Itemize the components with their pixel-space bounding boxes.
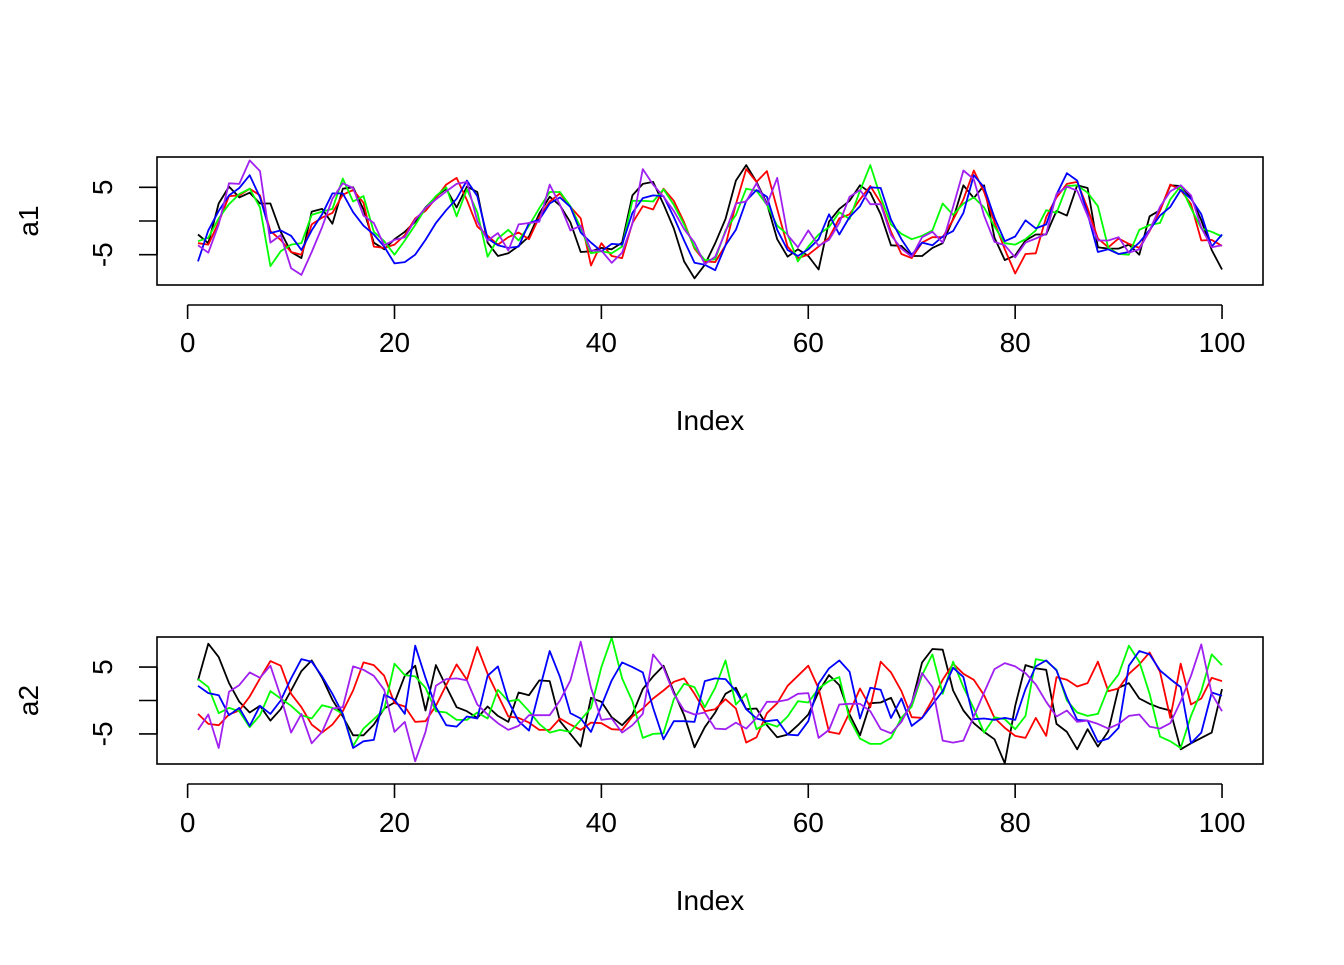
plot-frame [156, 156, 1264, 286]
y-tick-label: 5 [87, 180, 118, 196]
x-tick-label: 80 [1000, 327, 1031, 358]
y-tick-label: -5 [87, 242, 118, 267]
series-line-5 [197, 640, 1223, 763]
y-axis: -5 5 [87, 659, 158, 746]
x-tick-label: 20 [379, 807, 410, 838]
y-axis-label: a2 [13, 685, 44, 716]
x-axis: 0 20 40 60 80 100 [180, 783, 1246, 838]
series-line-4 [197, 644, 1223, 749]
panel-a2: 0 20 40 60 80 100 Index -5 5 a2 [13, 636, 1264, 916]
x-tick-label: 80 [1000, 807, 1031, 838]
x-axis: 0 20 40 60 80 100 [180, 304, 1246, 358]
x-tick-label: 0 [180, 327, 196, 358]
x-tick-label: 40 [586, 327, 617, 358]
x-tick-label: 60 [793, 807, 824, 838]
series-line-2 [197, 646, 1223, 744]
y-tick-label: 5 [87, 659, 118, 675]
x-tick-label: 100 [1199, 327, 1246, 358]
series-line-3 [197, 164, 1223, 268]
y-tick-label: -5 [87, 721, 118, 746]
x-tick-label: 60 [793, 327, 824, 358]
x-axis-label: Index [676, 885, 745, 916]
x-tick-label: 40 [586, 807, 617, 838]
series-line-4 [197, 172, 1223, 272]
x-tick-label: 100 [1199, 807, 1246, 838]
x-tick-label: 0 [180, 807, 196, 838]
x-tick-label: 20 [379, 327, 410, 358]
y-axis: -5 5 [87, 180, 158, 267]
y-axis-label: a1 [13, 205, 44, 236]
panel-a1: 0 20 40 60 80 100 Index -5 5 a1 [13, 156, 1264, 436]
series-line-2 [197, 168, 1223, 275]
series-line-5 [197, 159, 1223, 276]
x-axis-label: Index [676, 405, 745, 436]
